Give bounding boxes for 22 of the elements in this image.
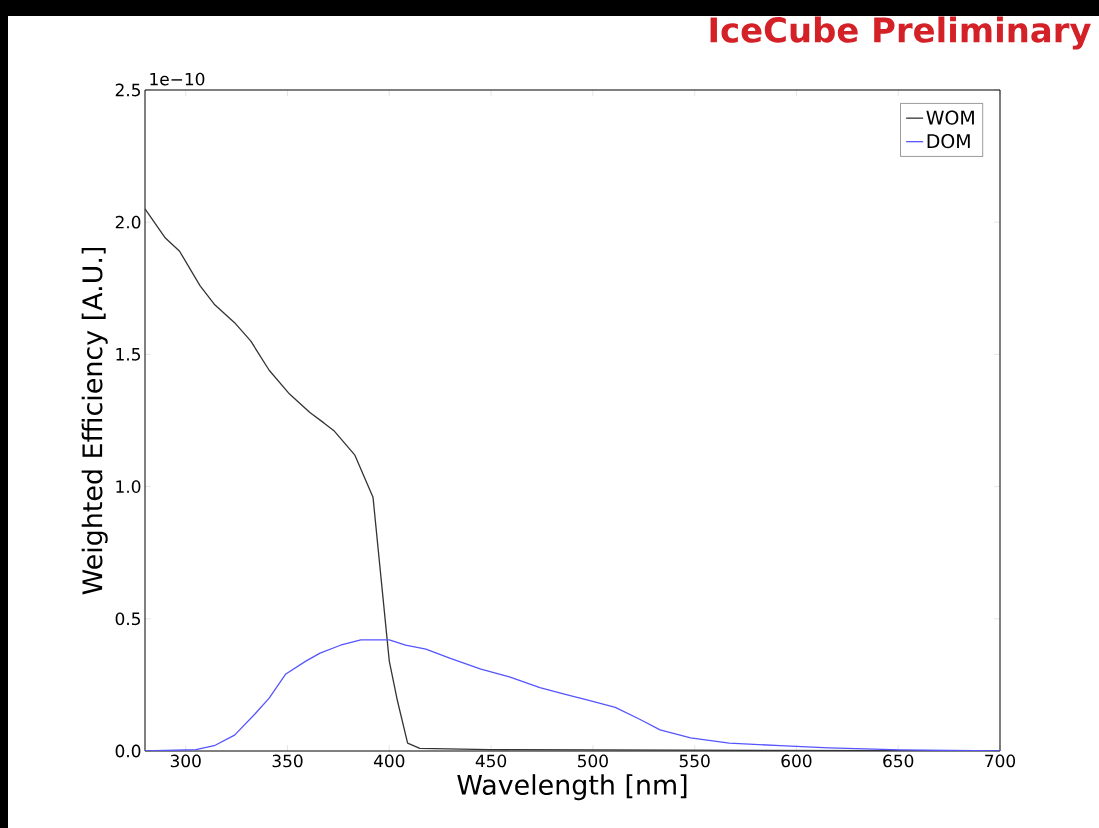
x-tick-label: 650 [883,754,914,768]
x-tick-label: 350 [272,754,303,768]
x-axis-title: Wavelength [nm] [457,774,687,801]
line-series [145,639,1001,751]
x-tick-label: 400 [373,754,405,768]
x-tick-label: 550 [679,754,710,768]
text: IceCube Preliminary [710,16,1091,50]
y-axis-title: Weighted Efficiency [A.U.] [81,247,108,595]
x-tick-label: 700 [985,754,1016,768]
y-tick-label: 1.0 [116,480,141,493]
x-tick-label: 300 [170,754,201,768]
x-tick-label: 450 [475,754,507,768]
y-tick-label: 2.0 [115,215,141,229]
text: 1e−10 [150,72,205,86]
y-tick-label: 2.5 [115,83,140,97]
x-tick-label: 500 [578,754,608,768]
y-tick-label: 0.0 [115,744,141,758]
legend-label: DOM [927,133,970,149]
legend-label: WOM [926,110,974,125]
x-tick-label: 600 [781,754,812,768]
y-tick-label: 0.5 [115,612,140,626]
y-tick-label: 1.5 [116,348,140,361]
